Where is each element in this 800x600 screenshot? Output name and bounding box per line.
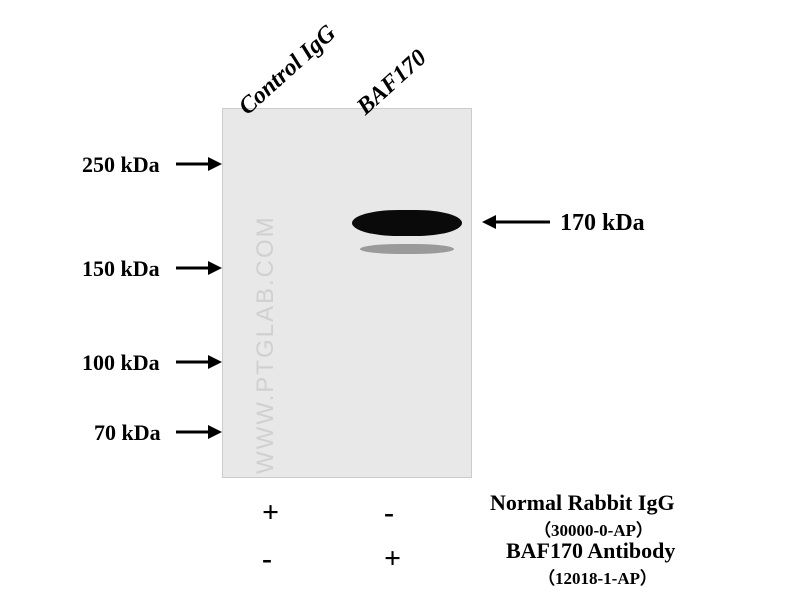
band-faint: [360, 244, 454, 254]
band-arrow: [478, 210, 550, 234]
marker-label-150: 150 kDa: [82, 256, 160, 282]
band-label-text: 170 kDa: [560, 210, 645, 237]
marker-arrow-250: [176, 152, 222, 176]
marker-label-100: 100 kDa: [82, 350, 160, 376]
marker-label-70: 70 kDa: [94, 420, 161, 446]
marker-label-250: 250 kDa: [82, 152, 160, 178]
pm-r1-lane2: -: [384, 496, 394, 530]
band-main: [352, 210, 462, 236]
marker-arrow-100: [176, 350, 222, 374]
legend-baf170-antibody: BAF170 Antibody: [506, 538, 675, 564]
legend-normal-rabbit: Normal Rabbit IgG: [490, 490, 675, 516]
legend-baf170-antibody-catalog: （12018-1-AP）: [538, 564, 657, 589]
marker-arrow-70: [176, 420, 222, 444]
marker-arrow-150: [176, 256, 222, 280]
figure-container: WWW.PTGLAB.COM Control IgG BAF170 250 kD…: [0, 0, 800, 600]
pm-r2-lane2: +: [384, 542, 401, 576]
watermark-text: WWW.PTGLAB.COM: [252, 215, 280, 474]
pm-r1-lane1: +: [262, 496, 279, 530]
pm-r2-lane1: -: [262, 542, 272, 576]
lane-header-control: Control IgG: [234, 20, 342, 121]
